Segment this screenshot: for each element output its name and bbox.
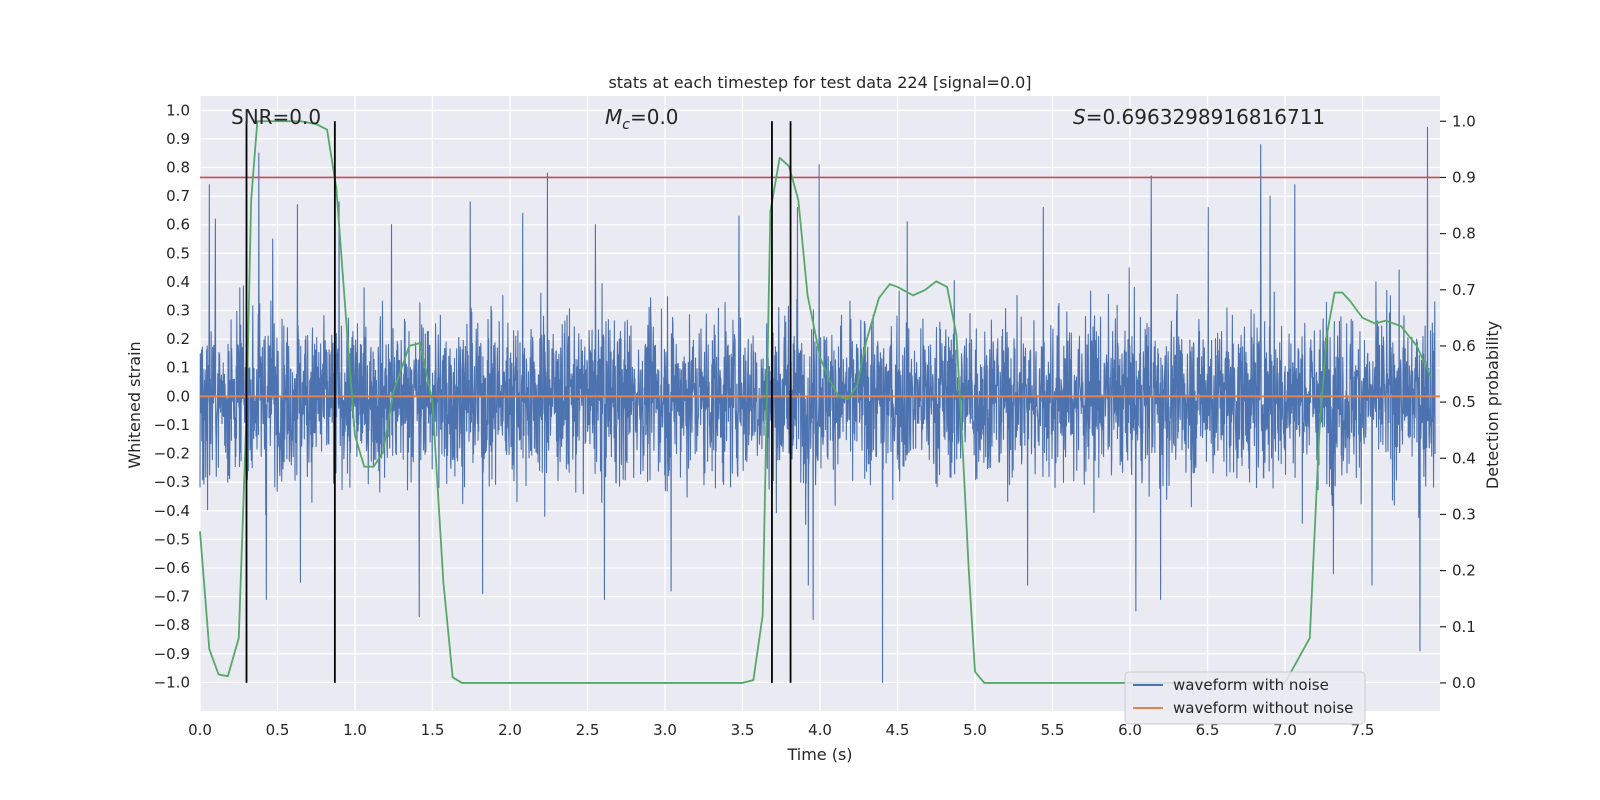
y-right-axis-ticks: 1.0 0.9 0.8 0.7 0.6 0.5 0.4 0.3 0.2 0.1 0.0 (1440, 112, 1476, 692)
y-left-tick-label: −0.5 (154, 530, 190, 548)
y-right-tick-label: 0.7 (1452, 281, 1476, 299)
y-left-tick-label: −0.1 (154, 416, 190, 434)
y-left-tick-label: 0.6 (166, 216, 190, 234)
mc-subscript: c (622, 117, 630, 133)
y-left-tick-label: 0.2 (166, 330, 190, 348)
x-tick-label: 7.5 (1351, 721, 1375, 739)
y-left-tick-label: 0.9 (166, 130, 190, 148)
y-right-tick-label: 0.8 (1452, 225, 1476, 243)
noisy-waveform-series (199, 126, 1436, 683)
x-tick-label: 6.5 (1196, 721, 1220, 739)
noisy-waveform-line (199, 126, 1436, 683)
x-tick-label: 1.5 (421, 721, 445, 739)
s-value: =0.6963298916816711 (1086, 105, 1325, 129)
x-tick-label: 1.0 (343, 721, 367, 739)
x-tick-label: 3.5 (731, 721, 755, 739)
x-tick-label: 5.5 (1041, 721, 1065, 739)
y-left-tick-label: 0.8 (166, 159, 190, 177)
y-left-tick-label: 0.7 (166, 187, 190, 205)
x-tick-label: 4.5 (886, 721, 910, 739)
y-right-tick-label: 0.1 (1452, 618, 1476, 636)
y-left-tick-label: 0.1 (166, 359, 190, 377)
y-left-axis-ticks: 1.0 0.9 0.8 0.7 0.6 0.5 0.4 0.3 0.2 0.1 0.0 −0.1 −0.… (154, 101, 190, 691)
mc-value: =0.0 (630, 105, 679, 129)
snr-annotation: SNR=0.0 (231, 105, 321, 129)
y-right-tick-label: 0.3 (1452, 505, 1476, 523)
y-left-tick-label: −0.9 (154, 645, 190, 663)
x-tick-label: 2.5 (576, 721, 600, 739)
y-left-tick-label: 0.4 (166, 273, 190, 291)
chirp-mass-annotation: Mc=0.0 (605, 105, 679, 133)
x-tick-label: 5.0 (963, 721, 987, 739)
y-left-tick-label: −0.2 (154, 445, 190, 463)
y-left-tick-label: −0.7 (154, 588, 190, 606)
y-left-axis-label: Whitened strain (125, 341, 144, 468)
legend-label-noisy: waveform with noise (1173, 676, 1329, 694)
x-tick-label: 4.0 (808, 721, 832, 739)
y-left-tick-label: −0.3 (154, 473, 190, 491)
x-tick-label: 3.0 (653, 721, 677, 739)
legend-label-clean: waveform without noise (1173, 699, 1353, 717)
x-tick-label: 0.5 (266, 721, 290, 739)
y-left-tick-label: 0.0 (166, 387, 190, 405)
y-right-tick-label: 0.0 (1452, 674, 1476, 692)
y-right-tick-label: 0.2 (1452, 562, 1476, 580)
x-tick-label: 2.0 (498, 721, 522, 739)
y-right-tick-label: 0.4 (1452, 449, 1476, 467)
x-tick-label: 7.0 (1273, 721, 1297, 739)
legend: waveform with noise waveform without noi… (1124, 671, 1366, 725)
y-right-tick-label: 1.0 (1452, 112, 1476, 130)
y-left-tick-label: 0.5 (166, 244, 190, 262)
x-axis-ticks: 0.0 0.5 1.0 1.5 2.0 2.5 3.0 3.5 4.0 4.5 5.0 5.5 6.0 6… (188, 721, 1374, 739)
x-tick-label: 6.0 (1118, 721, 1142, 739)
y-left-tick-label: −0.6 (154, 559, 190, 577)
y-left-tick-label: −1.0 (154, 673, 190, 691)
chart-title: stats at each timestep for test data 224… (608, 73, 1031, 92)
vertical-markers (245, 121, 792, 683)
y-right-tick-label: 0.9 (1452, 168, 1476, 186)
y-left-tick-label: 0.3 (166, 302, 190, 320)
mc-symbol: M (605, 105, 622, 129)
y-left-tick-label: −0.8 (154, 616, 190, 634)
x-tick-label: 0.0 (188, 721, 212, 739)
score-annotation: S=0.6963298916816711 (1073, 105, 1325, 129)
y-right-tick-label: 0.5 (1452, 393, 1476, 411)
y-right-tick-label: 0.6 (1452, 337, 1476, 355)
s-symbol: S (1073, 105, 1086, 129)
x-axis-label: Time (s) (786, 745, 852, 764)
y-left-tick-label: 1.0 (166, 101, 190, 119)
y-right-axis-label: Detection probability (1483, 321, 1502, 489)
y-left-tick-label: −0.4 (154, 502, 190, 520)
legend-box (1124, 671, 1366, 725)
